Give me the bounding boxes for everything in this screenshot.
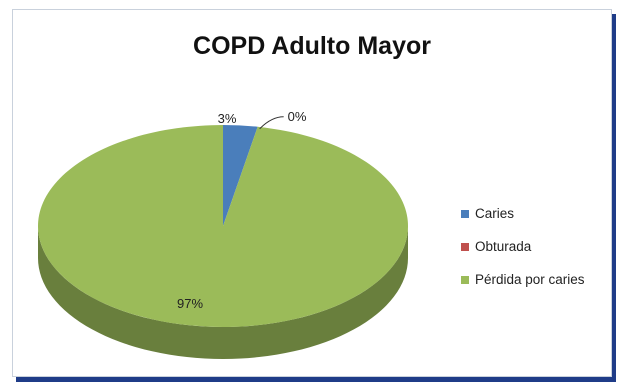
legend-swatch-perdida: [461, 275, 469, 284]
legend-label-obturada: Obturada: [475, 239, 532, 254]
legend-label-caries: Caries: [475, 206, 515, 221]
legend-swatch-caries: [461, 209, 469, 218]
slice-caries: [223, 125, 258, 226]
data-label-perdida: 97%: [177, 296, 203, 311]
legend-item-caries: Caries: [461, 204, 585, 223]
legend-label-perdida: Pérdida por caries: [475, 272, 585, 287]
leader-line-obturada: [259, 116, 284, 130]
pie-chart: 3% 0% 97%: [38, 109, 408, 359]
slice-side-perdida: [38, 226, 408, 359]
legend-swatch-obturada: [461, 242, 469, 251]
data-label-obturada: 0%: [288, 109, 307, 124]
data-label-caries: 3%: [218, 111, 237, 126]
legend: Caries Obturada Pérdida por caries: [461, 204, 585, 303]
legend-item-obturada: Obturada: [461, 237, 585, 256]
chart-frame: COPD Adulto Mayor 3% 0% 97% Caries Obturad…: [12, 9, 612, 377]
chart-title: COPD Adulto Mayor: [193, 32, 431, 60]
slice-perdida: [38, 125, 408, 327]
legend-item-perdida: Pérdida por caries: [461, 270, 585, 289]
